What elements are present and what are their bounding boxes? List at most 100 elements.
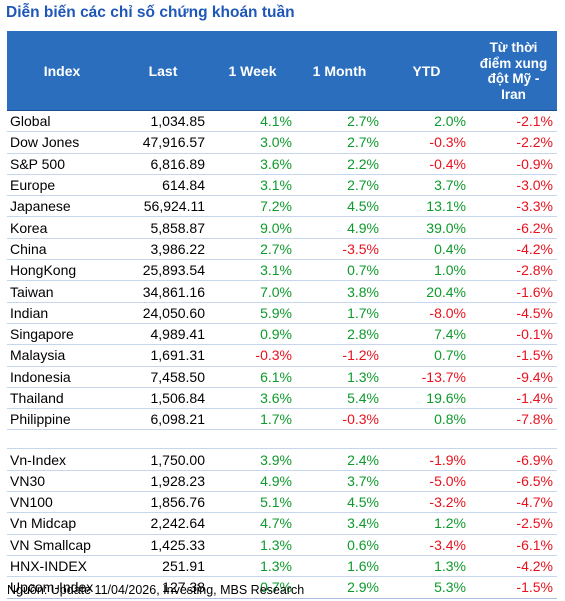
last-value-cell: 1,928.23 (117, 470, 209, 493)
month-change-cell: -3.5% (296, 238, 383, 261)
month-change-cell: 2.8% (296, 323, 383, 346)
since-conflict-change-cell: -2.8% (470, 259, 557, 282)
table-row: Indonesia 7,458.50 6.1% 1.3% -13.7% -9.4% (7, 366, 557, 388)
since-conflict-change-cell: -1.5% (470, 344, 557, 367)
week-change-cell: 1.7% (209, 408, 296, 431)
separator-cell (296, 429, 383, 450)
since-conflict-change-cell: -1.4% (470, 387, 557, 410)
since-conflict-change-cell: -1.5% (470, 576, 557, 599)
table-row: VN Smallcap 1,425.33 1.3% 0.6% -3.4% -6.1% (7, 534, 557, 556)
last-value-cell: 3,986.22 (117, 238, 209, 261)
index-name-cell: S&P 500 (7, 153, 117, 175)
since-conflict-change-cell: -0.1% (470, 323, 557, 346)
last-value-cell: 1,506.84 (117, 387, 209, 410)
week-change-cell: 2.7% (209, 238, 296, 261)
column-header-since-conflict: Từ thời điểm xung đột Mỹ - Iran (470, 31, 557, 111)
ytd-change-cell: -1.9% (383, 448, 470, 471)
index-name-cell: VN30 (7, 470, 117, 493)
index-name-cell: Upcom-Index (7, 576, 117, 599)
since-conflict-change-cell: -4.2% (470, 238, 557, 261)
header-line: điểm xung (479, 55, 548, 71)
month-change-cell: 2.2% (296, 153, 383, 175)
since-conflict-change-cell: -1.6% (470, 280, 557, 303)
column-header-last: Last (117, 31, 209, 111)
column-header-ytd: YTD (383, 31, 470, 111)
since-conflict-change-cell: -9.4% (470, 366, 557, 388)
month-change-cell: 2.7% (296, 174, 383, 197)
index-name-cell: VN100 (7, 491, 117, 514)
ytd-change-cell: 1.2% (383, 512, 470, 535)
since-conflict-change-cell: -6.2% (470, 216, 557, 239)
week-change-cell: 3.1% (209, 174, 296, 197)
week-change-cell: 4.7% (209, 512, 296, 535)
month-change-cell: 2.7% (296, 131, 383, 154)
since-conflict-change-cell: -3.0% (470, 174, 557, 197)
ytd-change-cell: -3.4% (383, 534, 470, 556)
ytd-change-cell: 0.7% (383, 344, 470, 367)
group-separator-row (7, 429, 557, 450)
ytd-change-cell: 20.4% (383, 280, 470, 303)
index-name-cell: Korea (7, 216, 117, 239)
week-change-cell: 6.1% (209, 366, 296, 388)
separator-cell (383, 429, 470, 450)
ytd-change-cell: 0.4% (383, 238, 470, 261)
index-name-cell: Philippine (7, 408, 117, 431)
month-change-cell: 2.7% (296, 110, 383, 133)
month-change-cell: 0.6% (296, 534, 383, 556)
ytd-change-cell: 19.6% (383, 387, 470, 410)
index-name-cell: Singapore (7, 323, 117, 346)
last-value-cell: 251.91 (117, 555, 209, 578)
index-performance-table: Index Last 1 Week 1 Month YTD Từ thời đi… (7, 31, 557, 599)
last-value-cell: 1,425.33 (117, 534, 209, 556)
index-name-cell: Indian (7, 302, 117, 324)
last-value-cell: 6,098.21 (117, 408, 209, 431)
last-value-cell: 1,034.85 (117, 110, 209, 133)
separator-cell (7, 429, 117, 450)
ytd-change-cell: -13.7% (383, 366, 470, 388)
since-conflict-change-cell: -4.7% (470, 491, 557, 514)
ytd-change-cell: 2.0% (383, 110, 470, 133)
separator-cell (209, 429, 296, 450)
last-value-cell: 24,050.60 (117, 302, 209, 324)
index-name-cell: HongKong (7, 259, 117, 282)
week-change-cell: 9.0% (209, 216, 296, 239)
since-conflict-change-cell: -4.2% (470, 555, 557, 578)
month-change-cell: 4.9% (296, 216, 383, 239)
index-name-cell: Japanese (7, 195, 117, 218)
table-row: Vn-Index 1,750.00 3.9% 2.4% -1.9% -6.9% (7, 448, 557, 471)
index-name-cell: Vn-Index (7, 448, 117, 471)
ytd-change-cell: -0.4% (383, 153, 470, 175)
since-conflict-change-cell: -2.5% (470, 512, 557, 535)
month-change-cell: 4.5% (296, 195, 383, 218)
ytd-change-cell: -0.3% (383, 131, 470, 154)
table-row: Global 1,034.85 4.1% 2.7% 2.0% -2.1% (7, 110, 557, 133)
since-conflict-change-cell: -3.3% (470, 195, 557, 218)
table-row: Thailand 1,506.84 3.6% 5.4% 19.6% -1.4% (7, 387, 557, 410)
ytd-change-cell: 7.4% (383, 323, 470, 346)
ytd-change-cell: -8.0% (383, 302, 470, 324)
week-change-cell: 0.9% (209, 323, 296, 346)
index-name-cell: HNX-INDEX (7, 555, 117, 578)
since-conflict-change-cell: -0.9% (470, 153, 557, 175)
index-name-cell: Vn Midcap (7, 512, 117, 535)
month-change-cell: -0.3% (296, 408, 383, 431)
week-change-cell: 3.9% (209, 448, 296, 471)
table-row: VN30 1,928.23 4.9% 3.7% -5.0% -6.5% (7, 470, 557, 493)
week-change-cell: 7.2% (209, 195, 296, 218)
table-row: Korea 5,858.87 9.0% 4.9% 39.0% -6.2% (7, 216, 557, 239)
table-body: Global 1,034.85 4.1% 2.7% 2.0% -2.1% Dow Jones… (7, 110, 557, 599)
index-name-cell: Malaysia (7, 344, 117, 367)
week-change-cell: 4.1% (209, 110, 296, 133)
table-row: Indian 24,050.60 5.9% 1.7% -8.0% -4.5% (7, 302, 557, 324)
ytd-change-cell: 5.3% (383, 576, 470, 599)
last-value-cell: 1,750.00 (117, 448, 209, 471)
separator-cell (117, 429, 209, 450)
last-value-cell: 56,924.11 (117, 195, 209, 218)
header-line: Iran (501, 86, 526, 102)
header-row: Index Last 1 Week 1 Month YTD Từ thời đi… (7, 31, 557, 111)
table-row: Singapore 4,989.41 0.9% 2.8% 7.4% -0.1% (7, 323, 557, 346)
index-name-cell: Taiwan (7, 280, 117, 303)
table-row: HNX-INDEX 251.91 1.3% 1.6% 1.3% -4.2% (7, 555, 557, 578)
week-change-cell: 0.7% (209, 576, 296, 599)
since-conflict-change-cell: -6.1% (470, 534, 557, 556)
